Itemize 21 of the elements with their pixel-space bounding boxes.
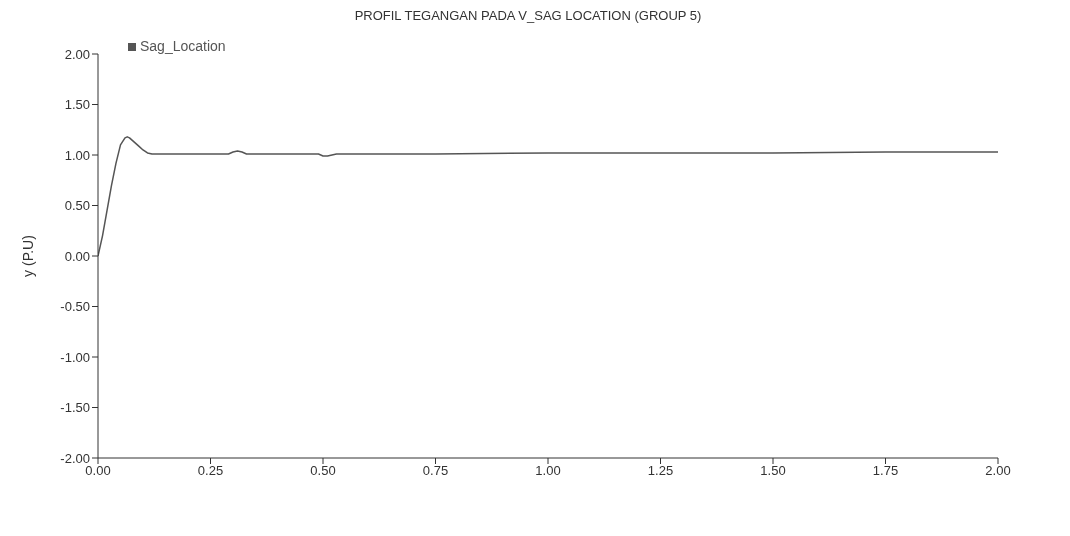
x-tick-label: 1.25: [647, 463, 674, 479]
x-tick-label: 0.25: [197, 463, 224, 479]
y-tick-label: 1.00: [64, 147, 90, 163]
y-tick-label: 1.50: [64, 97, 90, 113]
x-tick-label: 1.50: [760, 463, 786, 479]
y-tick-label: 0.00: [64, 248, 90, 264]
y-tick-label: -0.50: [60, 299, 90, 315]
x-tick-label: 0.50: [310, 463, 336, 479]
y-tick-label: -1.00: [60, 349, 90, 365]
y-tick-label: 2.00: [64, 46, 90, 62]
x-tick-label: 0.00: [85, 463, 111, 479]
y-tick-label: 0.50: [64, 198, 90, 214]
x-tick-label: 2.00: [985, 463, 1011, 479]
legend-label: Sag_Location: [140, 38, 226, 54]
chart-title: PROFIL TEGANGAN PADA V_SAG LOCATION (GROUP 5): [353, 8, 703, 25]
y-tick-label: -1.50: [60, 400, 90, 416]
x-tick-label: 1.00: [535, 463, 561, 479]
y-axis-title: y (P.U): [19, 235, 36, 277]
y-tick-label: -2.00: [60, 450, 90, 466]
x-tick-label: 0.75: [422, 463, 449, 479]
x-tick-label: 1.75: [872, 463, 899, 479]
